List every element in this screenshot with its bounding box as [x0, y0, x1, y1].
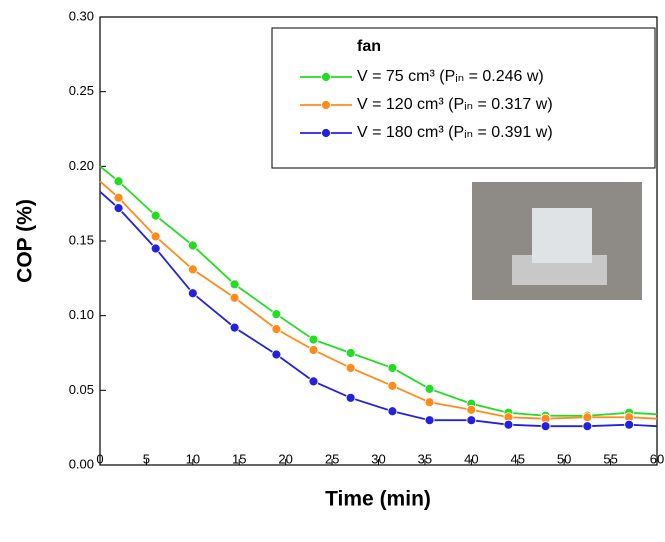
y-tick-label: 0.15: [69, 232, 94, 247]
data-point: [187, 264, 198, 275]
legend-label: V = 120 cm³ (Pᵢₙ = 0.317 w): [357, 96, 553, 113]
legend-label: V = 180 cm³ (Pᵢₙ = 0.391 w): [357, 124, 553, 141]
legend-marker: [321, 72, 331, 82]
data-point: [387, 363, 398, 373]
data-point: [308, 334, 319, 345]
series-line: [99, 165, 658, 417]
data-point: [582, 421, 593, 432]
x-tick-label: 60: [650, 451, 664, 466]
x-tick-label: 5: [143, 451, 150, 466]
legend-box: [271, 27, 656, 169]
data-point: [229, 279, 240, 290]
x-tick-label: 20: [278, 451, 292, 466]
data-point: [582, 412, 593, 423]
data-point: [113, 192, 124, 203]
data-point: [271, 349, 282, 360]
y-axis-title: COP (%): [14, 199, 37, 283]
x-tick-label: 25: [325, 451, 339, 466]
x-tick-label: 55: [603, 451, 617, 466]
data-point: [271, 324, 282, 335]
data-point: [345, 363, 356, 373]
data-point: [387, 380, 398, 391]
data-point: [503, 419, 514, 430]
data-point: [271, 309, 282, 320]
legend-label: V = 75 cm³ (Pᵢₙ = 0.246 w): [357, 68, 544, 85]
data-point: [187, 240, 198, 251]
series-line: [99, 180, 658, 420]
data-point: [424, 383, 435, 394]
data-point: [187, 288, 198, 299]
photo-box: [532, 208, 592, 263]
data-point: [345, 348, 356, 358]
x-tick-label: 45: [511, 451, 525, 466]
data-point: [540, 421, 551, 432]
x-tick-label: 30: [371, 451, 385, 466]
x-tick-label: 50: [557, 451, 571, 466]
legend-marker: [321, 100, 331, 110]
data-point: [113, 203, 124, 214]
data-point: [624, 419, 635, 430]
legend-title: fan: [357, 38, 381, 55]
series-line: [99, 191, 658, 428]
data-point: [387, 406, 398, 417]
x-tick-label: 40: [464, 451, 478, 466]
data-point: [424, 415, 435, 426]
data-point: [150, 210, 161, 221]
data-point: [345, 392, 356, 403]
y-tick-label: 0.00: [69, 456, 94, 471]
data-point: [466, 404, 477, 415]
y-tick-label: 0.20: [69, 158, 94, 173]
data-point: [150, 231, 161, 242]
data-point: [466, 415, 477, 426]
x-tick-label: 10: [186, 451, 200, 466]
y-tick-label: 0.10: [69, 307, 94, 322]
y-tick-label: 0.30: [69, 8, 94, 23]
data-point: [229, 292, 240, 303]
x-tick-label: 0: [96, 451, 103, 466]
data-point: [150, 243, 161, 254]
data-point: [308, 376, 319, 387]
data-point: [424, 397, 435, 408]
data-point: [229, 322, 240, 333]
legend-marker: [321, 128, 331, 138]
data-point: [113, 176, 124, 187]
data-point: [308, 345, 319, 355]
y-tick-label: 0.25: [69, 83, 94, 98]
x-tick-label: 35: [418, 451, 432, 466]
x-axis-title: Time (min): [325, 488, 431, 511]
y-tick-label: 0.05: [69, 382, 94, 397]
x-tick-label: 15: [232, 451, 246, 466]
